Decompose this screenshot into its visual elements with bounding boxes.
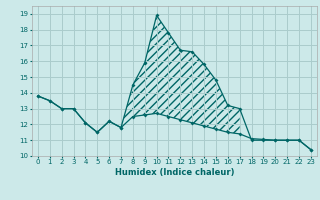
X-axis label: Humidex (Indice chaleur): Humidex (Indice chaleur) [115,168,234,177]
